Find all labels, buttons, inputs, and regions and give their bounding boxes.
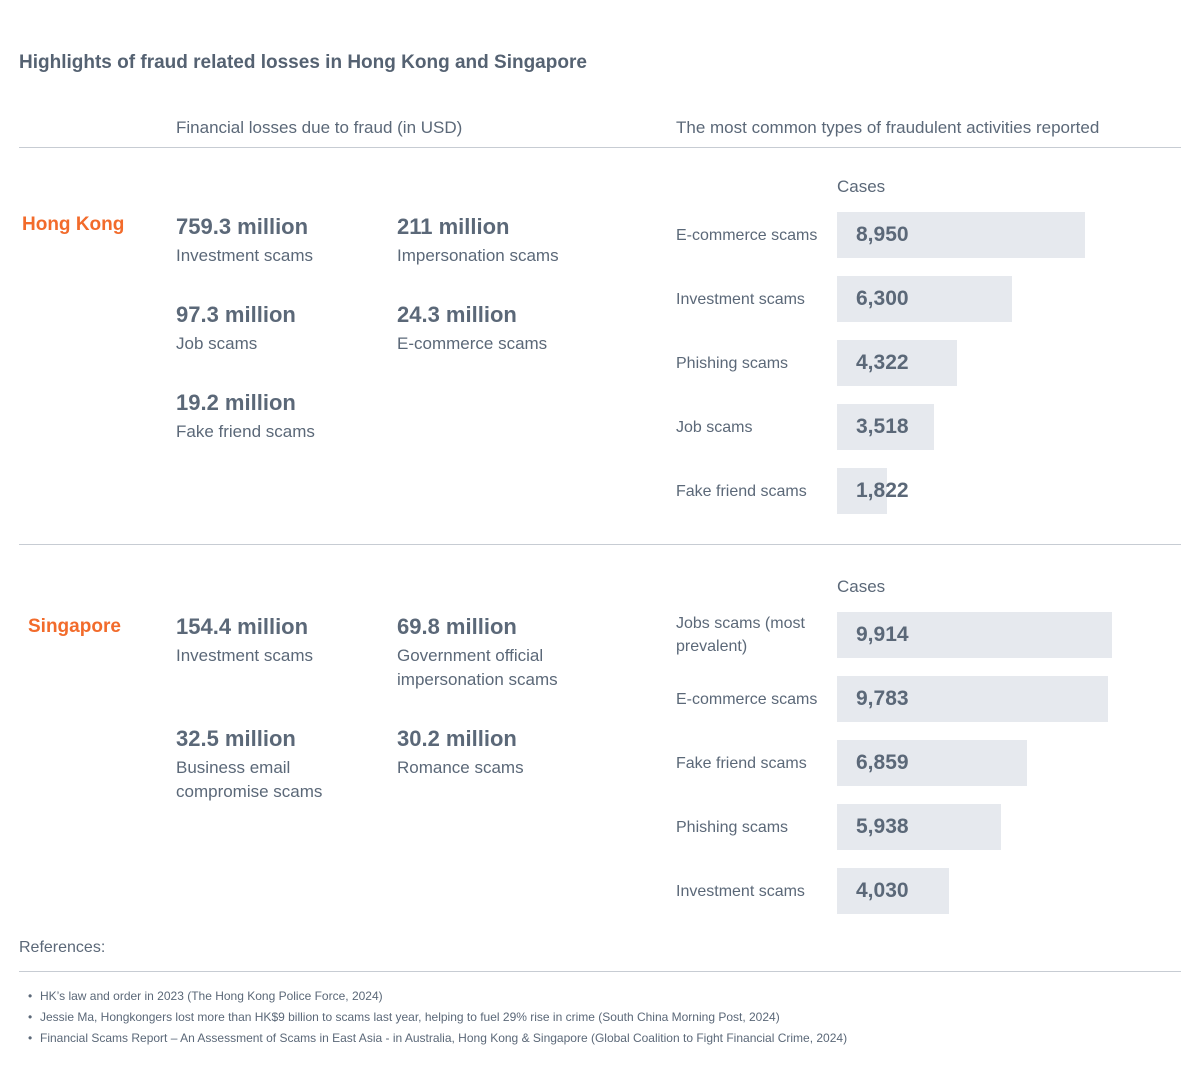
bar-row: Phishing scams 5,938: [676, 804, 1176, 850]
bar: [837, 740, 1027, 786]
loss-label: Business email compromise scams: [176, 758, 323, 801]
bar-value-label: 3,518: [856, 415, 909, 438]
hk-loss-item: 19.2 million Fake friend scams: [176, 390, 386, 444]
bar: [837, 276, 1012, 322]
loss-label: Fake friend scams: [176, 422, 315, 441]
bar: [837, 468, 887, 514]
hk-loss-item: 24.3 million E-commerce scams: [397, 302, 607, 356]
bar-category-label: Investment scams: [676, 290, 805, 308]
bar-value-label: 6,859: [856, 751, 909, 774]
sg-loss-item: 154.4 million Investment scams: [176, 614, 386, 668]
loss-amount: 30.2 million: [397, 726, 517, 751]
types-column-header: The most common types of fraudulent acti…: [676, 118, 1100, 137]
hk-loss-item: 759.3 million Investment scams: [176, 214, 386, 268]
loss-amount: 69.8 million: [397, 614, 517, 639]
sg-loss-item: 30.2 million Romance scams: [397, 726, 607, 780]
bar: [837, 804, 1001, 850]
loss-label: Investment scams: [176, 246, 313, 265]
loss-amount: 759.3 million: [176, 214, 309, 239]
bar-value-label: 5,938: [856, 815, 909, 838]
bar-category-label: Fake friend scams: [676, 754, 807, 772]
loss-label: Job scams: [176, 334, 258, 353]
loss-amount: 97.3 million: [176, 302, 296, 327]
loss-label: Romance scams: [397, 758, 524, 777]
losses-column-header: Financial losses due to fraud (in USD): [176, 118, 463, 137]
sg-loss-item: 69.8 million Government official imperso…: [397, 614, 597, 692]
loss-label: Government official impersonation scams: [397, 646, 558, 689]
bar-row: E-commerce scams 8,950: [676, 212, 1176, 258]
bar-category-label: Phishing scams: [676, 354, 789, 372]
hk-loss-item: 211 million Impersonation scams: [397, 214, 607, 268]
bar: [837, 868, 949, 914]
loss-amount: 154.4 million: [176, 614, 309, 639]
bar-row: Fake friend scams 1,822: [676, 468, 1176, 514]
hk-cases-header: Cases: [837, 177, 886, 196]
bar-category-label: Jobs scams (most prevalent): [676, 615, 805, 655]
bar-value-label: 4,322: [856, 351, 909, 374]
bar-value-label: 1,822: [856, 479, 909, 502]
sg-loss-item: 32.5 million Business email compromise s…: [176, 726, 356, 804]
bar-category-label: Job scams: [676, 418, 753, 436]
header-divider: [19, 147, 1181, 148]
bar-category-label: E-commerce scams: [676, 226, 818, 244]
bar-row: E-commerce scams 9,783: [676, 676, 1176, 722]
bar: [837, 612, 1112, 658]
loss-amount: 24.3 million: [397, 302, 517, 327]
bar-row: Investment scams 4,030: [676, 868, 1176, 914]
reference-item: Financial Scams Report – An Assessment o…: [28, 1028, 847, 1049]
bar: [837, 676, 1108, 722]
bar: [837, 340, 957, 386]
bar-row: Fake friend scams 6,859: [676, 740, 1176, 786]
bar: [837, 404, 934, 450]
bar-row: Job scams 3,518: [676, 404, 1176, 450]
bar-row: Phishing scams 4,322: [676, 340, 1176, 386]
bar: [837, 212, 1085, 258]
references-list: HK’s law and order in 2023 (The Hong Kon…: [28, 986, 847, 1049]
region-label-hong-kong: Hong Kong: [22, 214, 125, 235]
hk-loss-item: 97.3 million Job scams: [176, 302, 386, 356]
bar-row: Investment scams 6,300: [676, 276, 1176, 322]
reference-item: HK’s law and order in 2023 (The Hong Kon…: [28, 986, 847, 1007]
section-divider: [19, 544, 1181, 545]
bar-category-label: Investment scams: [676, 882, 805, 900]
bar-value-label: 4,030: [856, 879, 909, 902]
loss-label: E-commerce scams: [397, 334, 548, 353]
bar-category-label: E-commerce scams: [676, 690, 818, 708]
region-label-singapore: Singapore: [28, 616, 121, 637]
loss-amount: 19.2 million: [176, 390, 296, 415]
loss-amount: 211 million: [397, 214, 510, 239]
references-title: References:: [19, 939, 106, 956]
references-divider: [19, 971, 1181, 972]
page-title: Highlights of fraud related losses in Ho…: [19, 52, 587, 73]
loss-amount: 32.5 million: [176, 726, 296, 751]
bar-row: Jobs scams (most prevalent) 9,914: [676, 612, 1176, 658]
loss-label: Impersonation scams: [397, 246, 559, 265]
bar-value-label: 6,300: [856, 287, 909, 310]
bar-category-label: Fake friend scams: [676, 482, 807, 500]
bar-value-label: 8,950: [856, 223, 909, 246]
loss-label: Investment scams: [176, 646, 313, 665]
bar-value-label: 9,783: [856, 687, 909, 710]
reference-item: Jessie Ma, Hongkongers lost more than HK…: [28, 1007, 847, 1028]
bar-category-label: Phishing scams: [676, 818, 789, 836]
bar-value-label: 9,914: [856, 623, 909, 646]
sg-cases-header: Cases: [837, 577, 886, 596]
